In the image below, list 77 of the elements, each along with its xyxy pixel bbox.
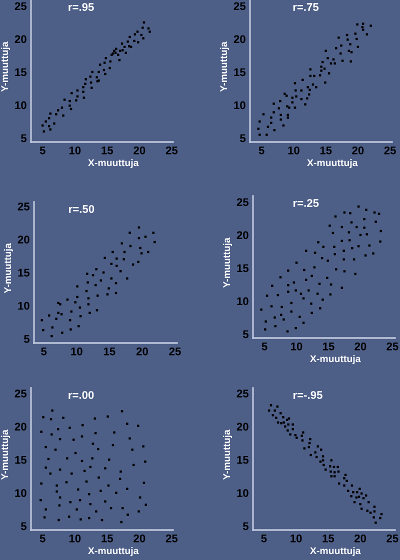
x-tick-label: 20: [354, 534, 366, 542]
y-tick-label: 25: [234, 2, 246, 10]
y-tick-label: 25: [236, 390, 249, 398]
x-axis-title: X-muuttuja: [88, 159, 139, 168]
x-tick-label: 20: [354, 342, 366, 350]
y-tick-label: 10: [15, 101, 26, 110]
x-tick-label: 10: [69, 146, 81, 154]
x-tick-label: 10: [69, 534, 81, 542]
x-tick-label: 25: [384, 146, 396, 154]
x-axis-title: X-muuttuja: [310, 547, 361, 556]
x-tick-label: 20: [136, 347, 148, 356]
x-tick-label: 20: [352, 146, 364, 154]
y-tick-label: 5: [242, 522, 249, 530]
x-tick-label: 25: [386, 342, 398, 350]
y-tick-label: 5: [20, 134, 27, 142]
chart-title: r=.25: [293, 199, 319, 207]
y-tick-label: 10: [18, 302, 30, 310]
x-tick-label: 15: [102, 146, 114, 154]
x-tick-label: 25: [166, 534, 178, 542]
y-axis-title: Y-muuttuja: [222, 430, 232, 480]
y-tick-label: 10: [15, 489, 26, 497]
y-tick-label: 15: [18, 268, 30, 277]
y-tick-label: 10: [234, 101, 246, 110]
chart-title: r=.50: [69, 205, 94, 213]
chart-title: r=.95: [68, 3, 94, 11]
y-tick-label: 10: [237, 297, 248, 306]
x-tick-label: 15: [322, 534, 334, 542]
x-tick-label: 5: [40, 146, 46, 154]
chart-title: r=-.95: [293, 391, 322, 399]
x-tick-label: 25: [166, 146, 178, 154]
y-tick-label: 25: [14, 2, 27, 10]
x-tick-label: 15: [323, 342, 334, 350]
x-tick-label: 5: [40, 534, 46, 542]
x-tick-label: 20: [134, 534, 146, 542]
chart-title: r=.00: [68, 391, 94, 399]
x-axis-title: X-muuttuja: [310, 355, 361, 364]
x-tick-label: 20: [134, 146, 146, 154]
y-tick-label: 25: [236, 198, 249, 206]
x-tick-label: 10: [288, 146, 300, 154]
x-tick-label: 10: [71, 347, 82, 356]
x-tick-label: 25: [386, 534, 398, 542]
x-tick-label: 5: [261, 534, 267, 542]
x-tick-label: 10: [290, 534, 302, 542]
x-tick-label: 5: [262, 342, 268, 350]
y-tick-label: 20: [14, 35, 26, 44]
y-tick-label: 25: [18, 202, 30, 210]
y-tick-label: 20: [18, 236, 30, 244]
y-tick-label: 25: [14, 390, 27, 398]
y-tick-label: 5: [24, 335, 30, 343]
x-tick-label: 5: [258, 146, 264, 154]
chart-title: r=.75: [293, 3, 319, 11]
x-axis-title: X-muuttuja: [88, 547, 139, 556]
x-tick-label: 5: [41, 348, 47, 356]
y-tick-label: 10: [237, 489, 248, 497]
y-tick-label: 15: [237, 456, 249, 464]
y-tick-label: 15: [15, 68, 27, 76]
x-axis-title: X-muuttuja: [307, 159, 358, 168]
y-tick-label: 15: [237, 264, 249, 272]
x-tick-label: 25: [169, 347, 181, 356]
y-tick-label: 5: [242, 330, 249, 338]
y-axis-title: Y-muuttuja: [0, 42, 10, 92]
x-tick-label: 15: [104, 348, 116, 356]
y-axis-title: Y-muuttuja: [222, 238, 232, 288]
y-axis-title: Y-muuttuja: [0, 430, 10, 480]
y-tick-label: 20: [14, 422, 26, 431]
y-tick-label: 15: [15, 456, 27, 464]
x-tick-label: 15: [102, 534, 114, 542]
y-tick-label: 5: [20, 522, 27, 530]
y-tick-label: 20: [236, 231, 248, 240]
x-tick-label: 15: [320, 146, 332, 154]
x-tick-label: 10: [291, 342, 302, 350]
y-axis-title: Y-muuttuja: [220, 42, 229, 92]
y-tick-label: 5: [240, 134, 246, 142]
y-tick-label: 20: [234, 35, 246, 44]
y-tick-label: 15: [234, 68, 246, 76]
y-axis-title: Y-muuttuja: [4, 243, 13, 294]
y-tick-label: 20: [236, 422, 248, 431]
